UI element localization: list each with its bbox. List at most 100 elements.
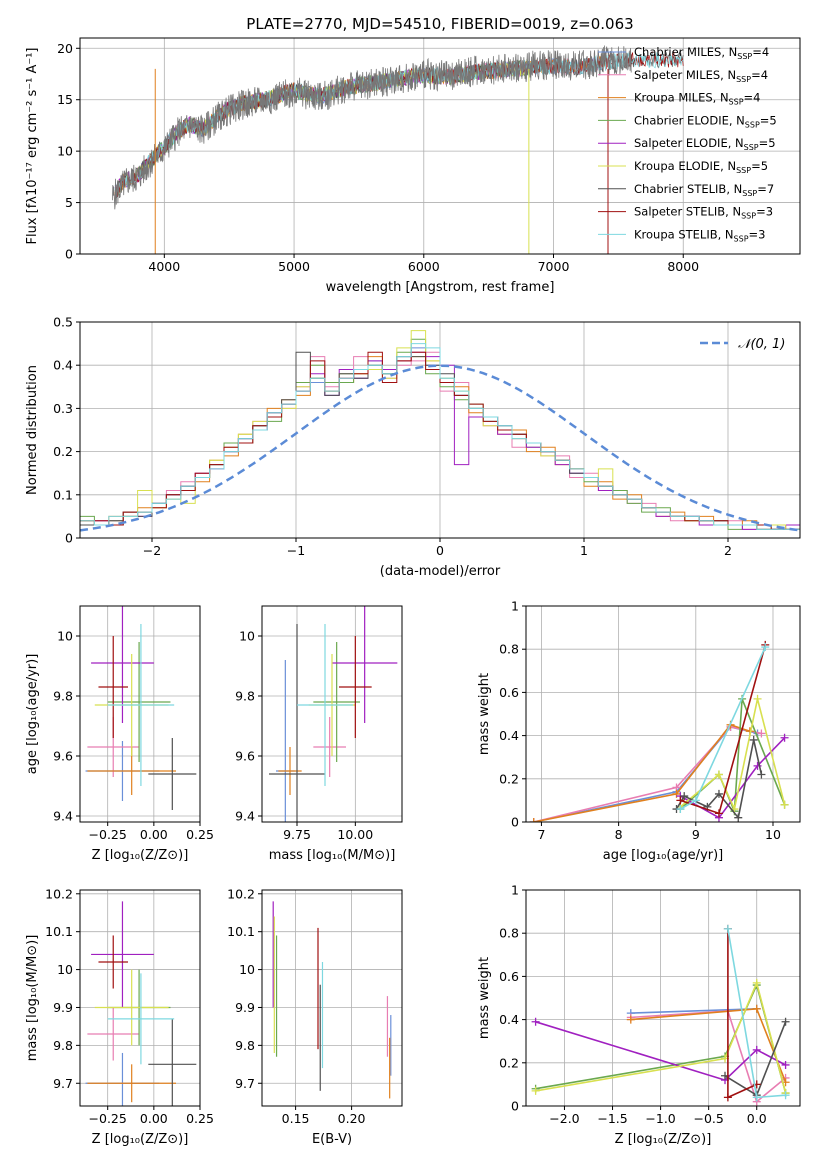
y-tick-label: 9.4 [235, 809, 255, 824]
y-tick-label: 10.2 [227, 886, 255, 901]
x-tick-label: 4000 [148, 259, 180, 274]
errorbar-chabrier-stelib [148, 738, 197, 810]
x-tick-label: −1 [287, 543, 305, 558]
axes-frame [79, 37, 801, 255]
series-chabrier-miles [529, 722, 762, 822]
plot-area [80, 330, 800, 538]
panel-mass_vs_Z: −0.25 0.00 0.25 9.7 9.8 9.9 10 10.1 10.2 Z [log₁₀… [25, 886, 214, 1147]
series-salpeter-miles [626, 1006, 790, 1106]
plot-area [531, 924, 790, 1106]
errorbar-chabrier-stelib [148, 1018, 197, 1106]
y-tick-label: 9.8 [235, 689, 255, 704]
legend-label: Salpeter MILES, NSSP=4 [634, 68, 768, 84]
errorbar-kroupa-miles [87, 1064, 176, 1103]
errorbar-kroupa-elodie [94, 969, 169, 1046]
y-tick-label: 9.4 [53, 809, 73, 824]
plot-area [269, 606, 398, 822]
axes-frame [79, 605, 201, 823]
y-tick-label: 15 [57, 92, 73, 107]
series-line [630, 1010, 787, 1104]
axes-frame [261, 889, 403, 1107]
point-marker [757, 770, 766, 779]
panel-mass_vs_EBV: 0.15 0.20 9.7 9.8 9.9 10 10.1 10.2 E(B-V) [227, 886, 403, 1147]
point-marker [676, 805, 685, 814]
y-tick-label: 0.4 [53, 358, 73, 373]
x-tick-label: −2.0 [549, 1111, 579, 1126]
y-tick-label: 0.6 [499, 969, 519, 984]
y-tick-label: 9.9 [235, 1000, 255, 1015]
y-tick-label: 0 [511, 1099, 519, 1114]
plot-area [85, 901, 197, 1106]
series-line [535, 980, 787, 1094]
y-tick-label: 20 [57, 41, 73, 56]
y-tick-label: 0.4 [499, 728, 519, 743]
x-tick-label: 9.75 [283, 827, 311, 842]
y-tick-label: 9.8 [53, 689, 73, 704]
errorbar-salpeter-stelib [339, 636, 372, 738]
y-tick-label: 0.2 [53, 444, 73, 459]
errorbar-chabrier-elodie [313, 642, 360, 762]
data-spectrum [112, 45, 632, 210]
hist-kroupa-stelib [80, 343, 800, 538]
y-tick-label: 10.2 [45, 886, 73, 901]
errorbar-kroupa-miles [278, 747, 302, 795]
legend-label: Kroupa MILES, NSSP=4 [634, 91, 760, 107]
y-tick-label: 0.8 [499, 642, 519, 657]
y-tick-label: 10.1 [227, 924, 255, 939]
x-tick-label: 10.00 [337, 827, 373, 842]
y-axis-label: mass weight [477, 673, 492, 755]
point-marker [781, 1017, 790, 1026]
series-kroupa-stelib [676, 643, 770, 814]
legend-label: Salpeter STELIB, NSSP=3 [634, 205, 773, 221]
y-axis-label: Normed distribution [25, 365, 40, 495]
figure-title: PLATE=2770, MJD=54510, FIBERID=0019, z=0… [246, 15, 633, 33]
y-tick-label: 9.8 [235, 1038, 255, 1053]
y-tick-label: 9.6 [53, 749, 73, 764]
plot-area [112, 45, 684, 254]
point-marker [680, 792, 689, 801]
y-tick-label: 0.3 [53, 401, 73, 416]
y-tick-label: 0 [65, 531, 73, 546]
x-tick-label: 5000 [278, 259, 310, 274]
errorbar-salpeter-miles [313, 717, 346, 777]
point-marker [734, 813, 743, 822]
legend-label: Chabrier MILES, NSSP=4 [634, 45, 769, 61]
x-tick-label: 6000 [408, 259, 440, 274]
legend: Chabrier MILES, NSSP=4 Salpeter MILES, NS… [598, 45, 777, 243]
x-tick-label: 2 [724, 543, 732, 558]
axes-frame [525, 605, 801, 823]
y-tick-label: 9.7 [53, 1076, 73, 1091]
errorbar-salpeter-elodie [91, 901, 154, 1008]
x-tick-label: 0.25 [186, 827, 214, 842]
point-marker [780, 733, 789, 742]
point-marker [691, 796, 700, 805]
point-marker [749, 735, 758, 744]
y-tick-label: 9.8 [53, 1038, 73, 1053]
y-tick-label: 9.9 [53, 1000, 73, 1015]
y-tick-label: 0.2 [499, 1055, 519, 1070]
series-kroupa-elodie [676, 694, 789, 814]
x-tick-label: 0 [436, 543, 444, 558]
point-marker [531, 1017, 540, 1026]
legend-label: Chabrier STELIB, NSSP=7 [634, 182, 774, 198]
plot-area [529, 640, 789, 822]
point-marker [761, 643, 770, 652]
x-tick-label: −1.0 [645, 1111, 675, 1126]
x-tick-label: −0.25 [89, 827, 127, 842]
point-marker [752, 1093, 761, 1102]
point-marker [626, 1015, 635, 1024]
point-marker [714, 809, 723, 818]
point-marker [529, 818, 538, 822]
errorbar-kroupa-stelib [107, 624, 175, 786]
errorbar-chabrier-stelib [269, 624, 325, 822]
x-axis-label: E(B-V) [312, 1132, 352, 1147]
axes-frame [79, 889, 201, 1107]
series-chabrier-stelib [672, 735, 766, 822]
series-line [680, 644, 767, 815]
x-tick-label: 8000 [667, 259, 699, 274]
axes-frame [525, 889, 801, 1107]
errorbar-salpeter-miles [87, 1007, 140, 1061]
errorbar-kroupa-stelib [107, 973, 175, 1065]
y-tick-label: 0.1 [53, 487, 73, 502]
x-axis-label: age [log₁₀(age/yr)] [603, 848, 724, 863]
